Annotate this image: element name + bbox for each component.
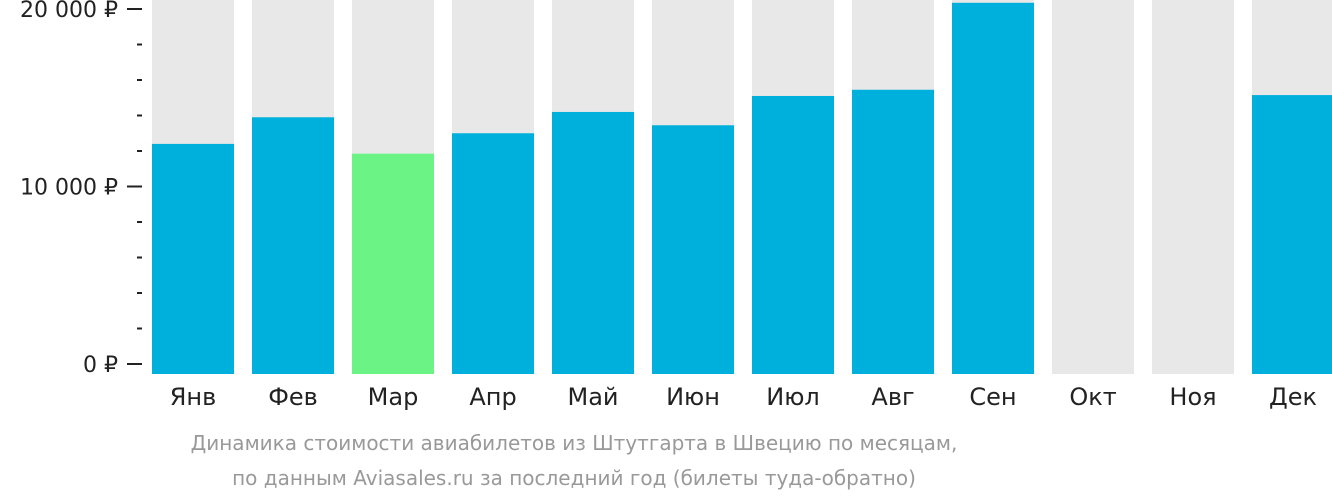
bar-2 xyxy=(252,117,334,375)
y-tick-label-1: 20 000 ₽ xyxy=(20,0,118,23)
x-tick-label-8: Авг xyxy=(871,383,914,411)
x-tick-label-11: Ноя xyxy=(1169,383,1216,411)
x-tick-label-2: Фев xyxy=(268,383,318,411)
x-tick-label-10: Окт xyxy=(1069,383,1116,411)
y-tick-label-2: 10 000 ₽ xyxy=(20,176,118,201)
x-tick-label-1: Янв xyxy=(170,383,217,411)
y-tick-label-3: 0 ₽ xyxy=(83,353,118,378)
bar-4 xyxy=(452,133,534,374)
chart-caption-line2: по данным Aviasales.ru за последний год … xyxy=(232,466,916,490)
x-tick-label-9: Сен xyxy=(969,383,1016,411)
bar-8 xyxy=(852,89,934,374)
x-tick-label-12: Дек xyxy=(1269,383,1317,411)
x-tick-label-7: Июл xyxy=(766,383,820,411)
x-tick-label-4: Апр xyxy=(469,383,516,411)
bar-6 xyxy=(652,125,734,374)
bar-3 xyxy=(352,153,434,374)
chart-caption-line1: Динамика стоимости авиабилетов из Штутга… xyxy=(190,431,958,455)
x-tick-label-3: Мар xyxy=(368,383,419,411)
bar-5 xyxy=(552,111,634,374)
bar-12 xyxy=(1252,95,1332,375)
bar-7 xyxy=(752,95,834,374)
bar-track-11 xyxy=(1152,0,1234,374)
x-tick-label-6: Июн xyxy=(666,383,720,411)
bar-9 xyxy=(952,2,1034,374)
bar-1 xyxy=(152,143,234,374)
bar-track-10 xyxy=(1052,0,1134,374)
x-tick-label-5: Май xyxy=(567,383,618,411)
